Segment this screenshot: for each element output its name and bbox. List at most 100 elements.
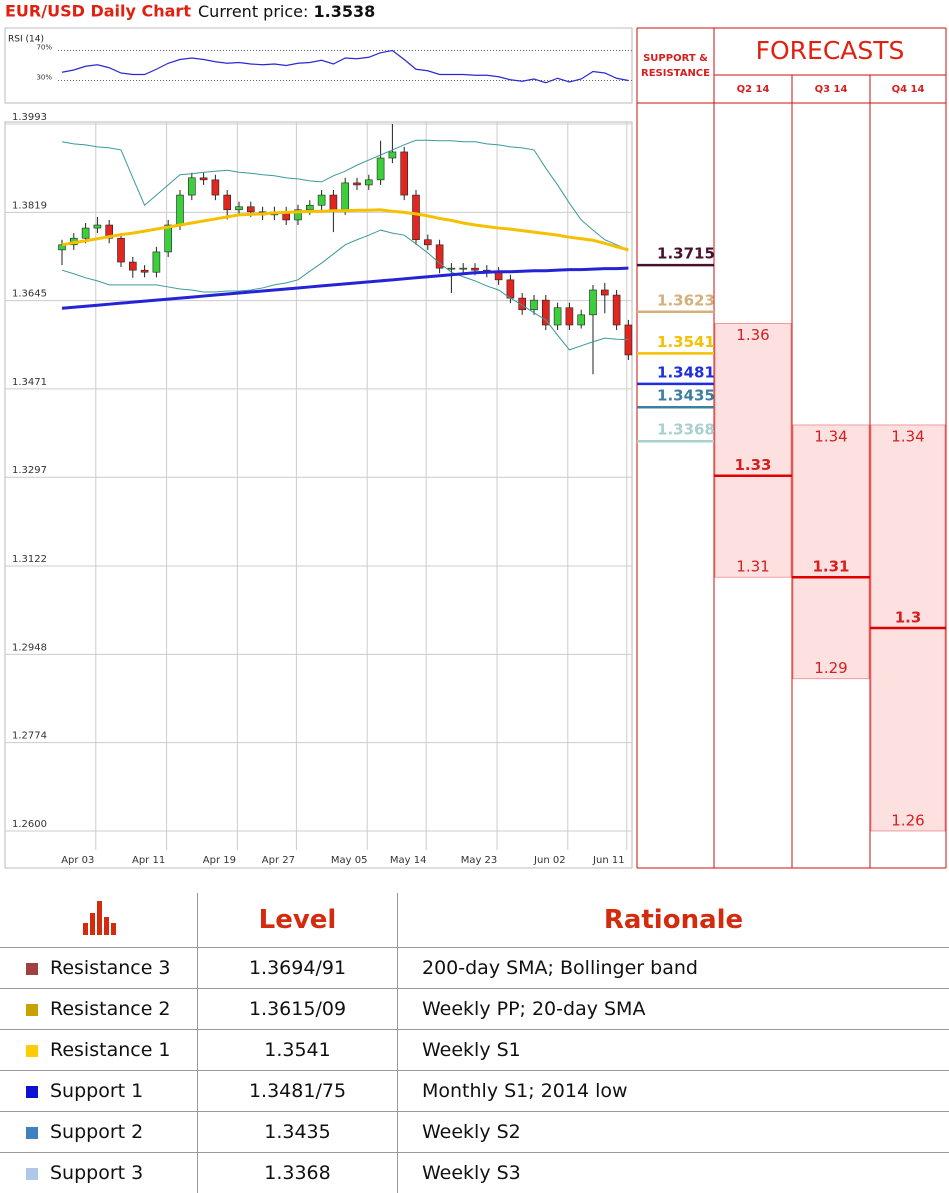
forecast-mid-label: 1.33	[734, 456, 771, 474]
color-swatch	[26, 1168, 38, 1180]
candle-body	[224, 195, 231, 210]
level-label: 1.3435	[657, 387, 715, 405]
icon-cell	[0, 893, 198, 948]
candle-body	[342, 183, 349, 210]
candle-body	[590, 290, 597, 315]
chart-title: EUR/USD Daily Chart	[5, 2, 191, 21]
forecast-range	[715, 323, 791, 577]
color-swatch	[26, 1045, 38, 1057]
candle-body	[495, 272, 502, 280]
y-tick-label: 1.2600	[12, 819, 47, 830]
level-name-cell: Resistance 3	[0, 948, 198, 989]
forecast-range	[793, 425, 869, 679]
candle-body	[472, 268, 479, 270]
level-value: 1.3694/91	[198, 948, 398, 989]
candle-body	[318, 195, 325, 205]
x-tick-label: May 05	[331, 855, 368, 866]
level-value: 1.3368	[198, 1153, 398, 1193]
y-tick-label: 1.2774	[12, 731, 47, 742]
candle-body	[306, 205, 313, 210]
y-tick-label: 1.3122	[12, 554, 47, 565]
period-label: Q4 14	[892, 84, 925, 95]
candle-body	[212, 180, 219, 195]
price-value: 1.3538	[313, 2, 375, 21]
candle-body	[460, 268, 467, 269]
rationale: Weekly S2	[398, 1112, 949, 1153]
candle-body	[82, 228, 89, 238]
candle-body	[188, 178, 195, 195]
x-tick-label: May 23	[461, 855, 498, 866]
candle-body	[424, 240, 431, 245]
rationale: Weekly PP; 20-day SMA	[398, 989, 949, 1030]
candle-body	[118, 238, 125, 262]
x-tick-label: May 14	[390, 855, 427, 866]
forecast-high: 1.36	[736, 326, 769, 344]
rationale: Weekly S3	[398, 1153, 949, 1193]
current-price: Current price: 1.3538	[198, 2, 375, 21]
color-swatch	[26, 1086, 38, 1098]
level-name: Resistance 1	[50, 1039, 171, 1061]
table-header: Level Rationale	[0, 893, 949, 948]
column-header: Rationale	[398, 893, 949, 948]
y-tick-label: 1.3819	[12, 200, 47, 211]
candle-body	[129, 262, 136, 270]
candle-body	[200, 178, 207, 180]
candle-body	[354, 183, 361, 185]
x-tick-label: Jun 11	[592, 855, 625, 866]
level-value: 1.3615/09	[198, 989, 398, 1030]
forecast-low: 1.29	[814, 659, 847, 677]
candle-body	[330, 195, 337, 210]
candle-body	[566, 308, 573, 325]
level-label: 1.3368	[657, 421, 715, 439]
level-name: Support 2	[50, 1121, 143, 1143]
rationale: Weekly S1	[398, 1030, 949, 1071]
rsi-tick-label: 30%	[36, 74, 52, 82]
forecast-mid-label: 1.3	[895, 608, 922, 626]
y-tick-label: 1.3645	[12, 289, 47, 300]
level-label: 1.3623	[657, 291, 715, 309]
level-name-cell: Support 1	[0, 1071, 198, 1112]
level-value: 1.3481/75	[198, 1071, 398, 1112]
color-swatch	[26, 1127, 38, 1139]
level-name: Support 3	[50, 1162, 143, 1184]
candle-body	[94, 225, 101, 228]
y-tick-label: 1.3993	[12, 112, 47, 123]
rationale: 200-day SMA; Bollinger band	[398, 948, 949, 989]
candle-body	[141, 270, 148, 272]
level-name-cell: Support 3	[0, 1153, 198, 1193]
forecasts-title: FORECASTS	[756, 36, 905, 65]
candle-body	[613, 295, 620, 325]
level-label: 1.3481	[657, 363, 715, 381]
rationale: Monthly S1; 2014 low	[398, 1071, 949, 1112]
candle-body	[401, 152, 408, 195]
x-tick-label: Apr 11	[132, 855, 165, 866]
candle-body	[601, 290, 608, 295]
chart-area: EUR/USD Daily Chart Current price: 1.353…	[0, 0, 949, 870]
level-label: 1.3715	[657, 245, 715, 263]
y-tick-label: 1.2948	[12, 642, 47, 653]
forecast-high: 1.34	[814, 427, 847, 445]
level-name: Support 1	[50, 1080, 143, 1102]
candle-body	[177, 195, 184, 225]
support-resistance-title: SUPPORT & RESISTANCE	[637, 28, 714, 103]
level-name: Resistance 2	[50, 998, 171, 1020]
candle-body	[389, 152, 396, 158]
candle-body	[153, 252, 160, 272]
candle-body	[377, 158, 384, 180]
indicator-line	[62, 230, 628, 350]
candle-body	[365, 180, 372, 185]
y-tick-label: 1.3297	[12, 465, 47, 476]
level-label: 1.3541	[657, 333, 715, 351]
candle-body	[165, 225, 172, 252]
forecast-low: 1.26	[891, 811, 924, 829]
period-label: Q3 14	[815, 84, 848, 95]
level-value: 1.3435	[198, 1112, 398, 1153]
level-name-cell: Resistance 1	[0, 1030, 198, 1071]
candle-body	[578, 315, 585, 325]
